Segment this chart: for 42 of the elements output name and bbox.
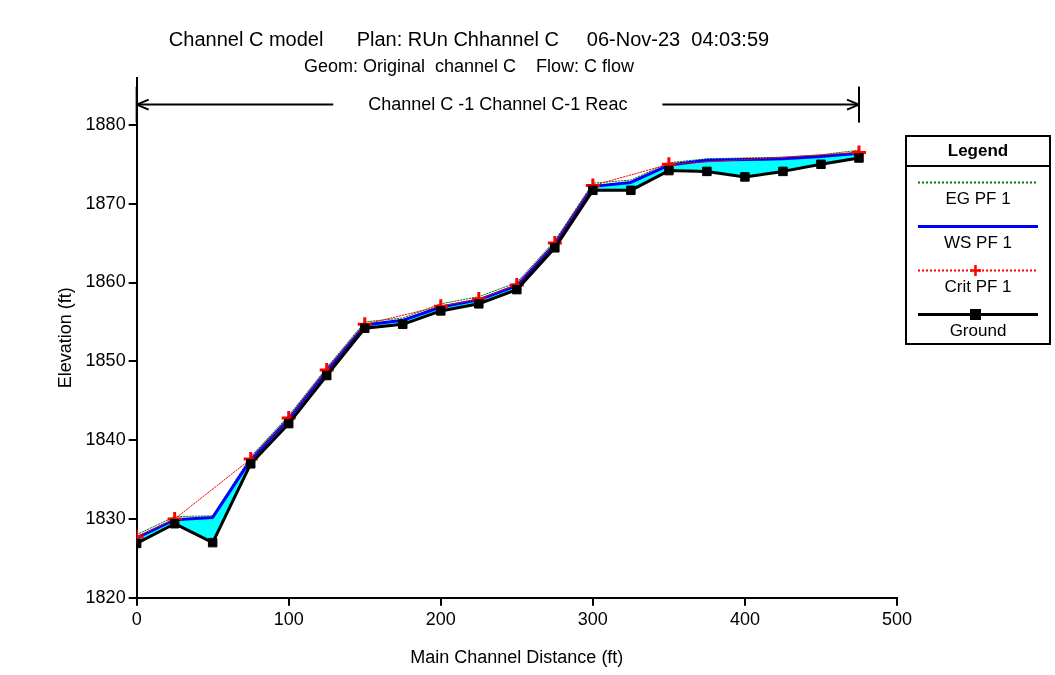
legend-label: Ground — [949, 321, 1007, 340]
legend-label: WS PF 1 — [943, 233, 1012, 252]
x-tick-label: 300 — [577, 608, 608, 629]
y-tick-label: 1870 — [85, 192, 126, 213]
x-tick-label: 100 — [273, 608, 304, 629]
point — [816, 159, 826, 170]
x-tick-label: 0 — [131, 608, 142, 629]
point — [474, 299, 484, 309]
legend-title: Legend — [907, 137, 1049, 167]
point — [664, 165, 674, 176]
x-axis-title: Main Channel Distance (ft) — [410, 647, 624, 668]
point — [398, 319, 408, 330]
point — [512, 284, 522, 295]
x-tick-label: 500 — [881, 608, 913, 629]
point — [245, 459, 256, 469]
point — [360, 323, 370, 333]
annotation: Channel C -1 Channel C-1 Reac — [368, 93, 628, 114]
y-tick-label: 1850 — [85, 350, 126, 371]
point — [169, 518, 180, 529]
legend-label: Crit PF 1 — [944, 277, 1012, 296]
point — [550, 243, 560, 253]
point — [283, 418, 294, 429]
legend-label: EG PF 1 — [945, 189, 1011, 208]
y-tick-label: 1830 — [85, 507, 126, 528]
point — [626, 185, 636, 196]
point — [321, 370, 332, 381]
y-tick-label: 1840 — [85, 429, 126, 450]
point — [702, 166, 712, 177]
y-tick-label: 1880 — [85, 113, 126, 134]
y-tick-label: 1820 — [85, 586, 126, 607]
y-axis-title: Elevation (ft) — [54, 287, 75, 389]
y-tick-label: 1860 — [85, 271, 126, 292]
point — [740, 172, 750, 182]
point — [854, 153, 864, 163]
chart-title: Channel C model Plan: RUn Chhannel C 06-Nov-23 04:03:59 — [168, 27, 770, 50]
point — [778, 166, 788, 177]
point — [588, 185, 598, 196]
chart-subtitle: Geom: Original channel C Flow: C flow — [303, 55, 636, 76]
point — [207, 537, 218, 548]
x-tick-label: 200 — [425, 608, 456, 629]
x-tick-label: 400 — [729, 608, 760, 629]
point — [436, 306, 446, 316]
